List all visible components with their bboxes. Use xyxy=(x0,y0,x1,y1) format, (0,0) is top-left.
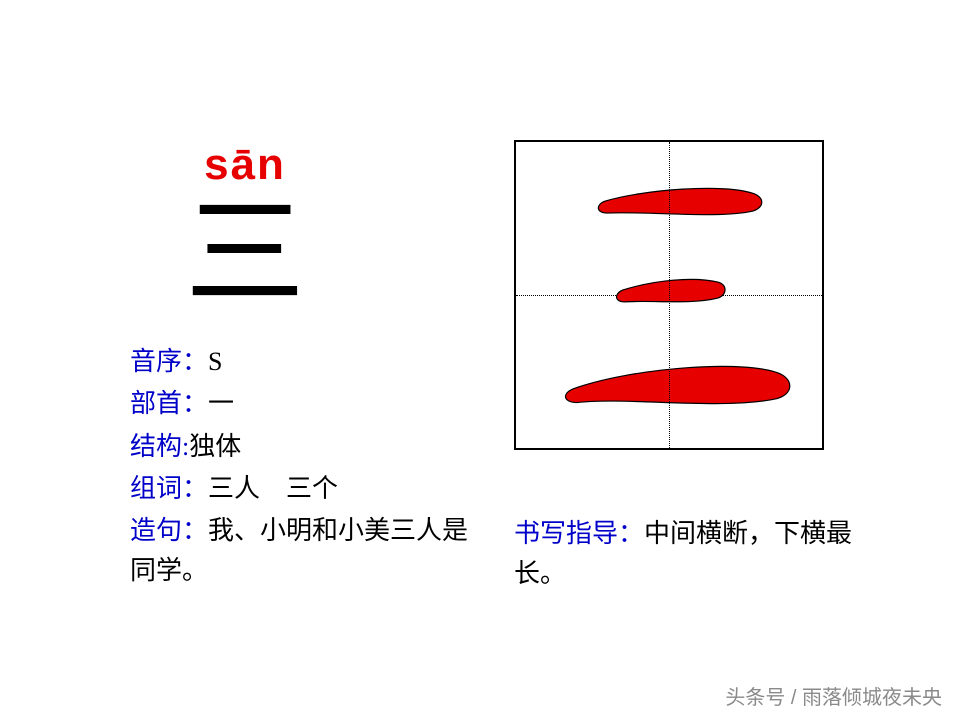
label-zuci: 组词： xyxy=(130,474,208,503)
value-yinxu: S xyxy=(208,347,222,376)
value-zuci: 三人 三个 xyxy=(208,474,338,503)
row-jiegou: 结构:独体 xyxy=(130,427,480,467)
label-yinxu: 音序： xyxy=(130,347,208,376)
label-zaoju: 造句： xyxy=(130,516,208,545)
label-bushou: 部首： xyxy=(130,389,208,418)
label-jiegou: 结构 xyxy=(130,432,182,461)
row-bushou: 部首：一 xyxy=(130,384,480,424)
row-yinxu: 音序：S xyxy=(130,342,480,382)
pinyin: sān xyxy=(170,140,320,190)
writing-guide: 书写指导：中间横断，下横最长。 xyxy=(514,514,854,595)
writing-grid xyxy=(514,140,824,450)
value-bushou: 一 xyxy=(208,389,234,418)
label-guide: 书写指导： xyxy=(514,519,644,548)
value-jiegou: 独体 xyxy=(189,432,241,461)
row-zaoju: 造句：我、小明和小美三人是同学。 xyxy=(130,516,468,585)
character-strokes-svg xyxy=(516,142,822,448)
info-block: 音序：S 部首：一 结构:独体 组词：三人 三个 造句：我、小明和小美三人是同学… xyxy=(130,342,480,592)
watermark: 头条号 / 雨落倾城夜未央 xyxy=(725,681,942,710)
main-character: 三 xyxy=(170,194,320,314)
row-zuci: 组词：三人 三个 xyxy=(130,469,480,509)
